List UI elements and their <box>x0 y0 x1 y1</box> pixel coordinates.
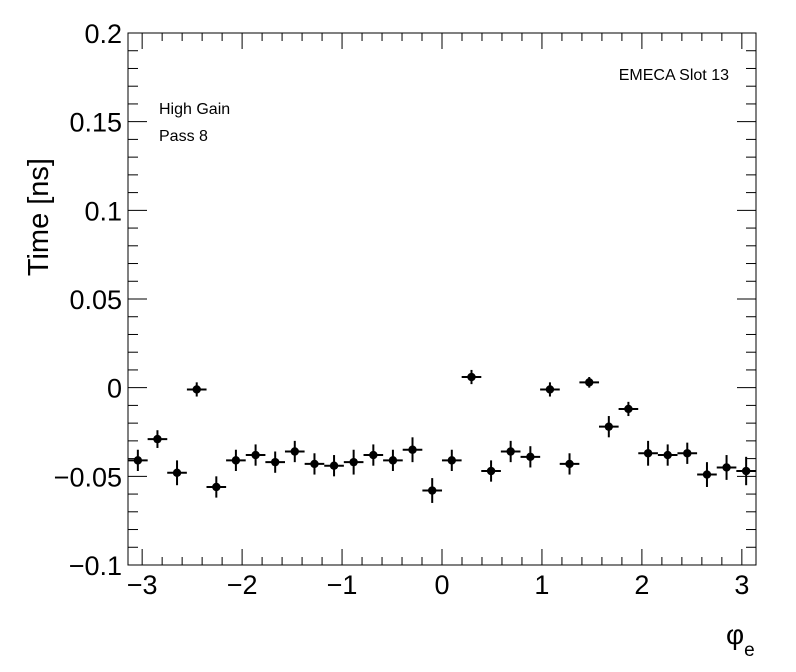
x-tick-label: 1 <box>534 570 549 600</box>
data-marker <box>447 456 456 465</box>
data-point <box>618 401 639 417</box>
data-marker <box>565 459 574 469</box>
data-marker <box>663 450 672 460</box>
x-axis-title: φe <box>726 619 755 661</box>
x-tick-label: −2 <box>227 570 258 600</box>
data-point <box>383 449 403 472</box>
x-tick-label: 3 <box>734 570 749 600</box>
y-tick-labels: −0.1 −0.05 0 0.05 0.1 0.15 0.2 <box>54 19 122 581</box>
data-point <box>128 449 148 472</box>
data-point <box>284 440 305 463</box>
data-marker <box>329 461 339 470</box>
data-point <box>422 478 443 503</box>
data-point <box>520 446 541 468</box>
axis-ticks <box>128 32 756 566</box>
data-point <box>245 444 266 466</box>
data-point <box>540 382 560 397</box>
data-point <box>697 462 717 487</box>
data-marker <box>310 459 319 469</box>
data-marker <box>741 466 751 476</box>
data-marker <box>388 456 398 465</box>
data-point <box>441 449 462 472</box>
data-point <box>265 451 285 473</box>
data-marker <box>526 452 535 462</box>
data-marker <box>270 457 280 467</box>
data-marker <box>251 450 260 460</box>
data-marker <box>545 385 555 394</box>
y-tick-label: 0.05 <box>69 285 122 315</box>
x-tick-label: −3 <box>127 570 158 600</box>
data-point <box>402 437 423 463</box>
data-points <box>128 369 756 503</box>
data-marker <box>212 482 221 492</box>
data-marker <box>369 450 378 460</box>
data-marker <box>408 445 417 454</box>
x-tick-label: 0 <box>434 570 449 600</box>
x-tick-label: 2 <box>634 570 649 600</box>
data-marker <box>604 422 614 431</box>
data-marker <box>290 447 299 456</box>
data-marker <box>231 456 241 465</box>
data-marker <box>506 447 515 456</box>
y-axis-title: Time [ns] <box>23 158 55 276</box>
data-point <box>186 382 207 397</box>
data-marker <box>722 463 731 472</box>
data-point <box>343 449 364 475</box>
data-point <box>304 453 325 475</box>
data-point <box>167 460 187 486</box>
x-tick-labels: −3 −2 −1 0 1 2 3 <box>127 570 750 600</box>
data-point <box>677 442 698 464</box>
data-marker <box>428 486 437 495</box>
y-tick-label: 0 <box>107 374 122 404</box>
data-point <box>599 416 619 438</box>
data-point <box>481 460 501 482</box>
data-point <box>206 476 227 498</box>
data-marker <box>486 466 496 476</box>
y-tick-label: −0.05 <box>54 462 122 492</box>
data-point <box>736 456 756 486</box>
x-tick-label: −1 <box>327 570 358 600</box>
data-point <box>147 430 168 448</box>
data-point <box>657 444 678 466</box>
y-tick-label: 0.15 <box>69 108 122 138</box>
annotation-gain: High Gain <box>159 101 230 118</box>
data-point <box>461 369 482 385</box>
data-marker <box>349 457 358 467</box>
x-axis-subscript: e <box>744 640 755 661</box>
x-axis-symbol: φ <box>726 619 744 650</box>
data-marker <box>624 404 633 414</box>
data-point <box>363 444 384 466</box>
data-point <box>559 453 580 475</box>
data-point <box>579 377 600 388</box>
data-point <box>500 440 521 463</box>
y-tick-label: 0.2 <box>84 19 122 49</box>
y-tick-label: −0.1 <box>69 551 122 581</box>
data-marker <box>133 456 143 465</box>
data-point <box>716 455 737 480</box>
data-marker <box>702 470 712 479</box>
y-tick-label: 0.1 <box>84 196 122 226</box>
data-marker <box>643 449 653 458</box>
data-marker <box>192 385 201 394</box>
data-marker <box>467 372 476 382</box>
data-marker <box>172 468 182 477</box>
annotation-pass: Pass 8 <box>159 128 208 145</box>
data-point <box>638 440 658 466</box>
data-marker <box>683 449 692 458</box>
data-point <box>324 455 344 477</box>
data-point <box>226 449 246 472</box>
data-marker <box>153 434 162 444</box>
data-marker <box>585 378 594 387</box>
annotation-slot: EMECA Slot 13 <box>619 67 729 84</box>
